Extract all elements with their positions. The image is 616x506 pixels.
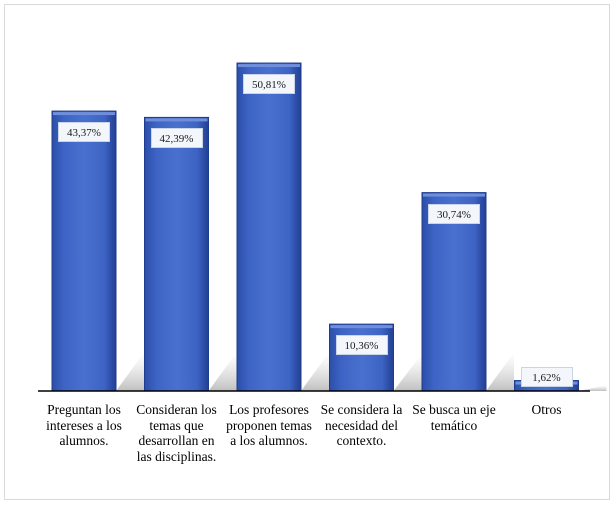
bar-shadow: [486, 352, 514, 391]
bar-shadow: [578, 385, 607, 391]
bar-shadow: [301, 352, 329, 391]
data-label-3: 50,81%: [243, 74, 295, 95]
bar-shadow: [208, 352, 237, 391]
bar-top-bevel: [330, 325, 393, 329]
data-label-5: 30,74%: [428, 203, 480, 224]
bar-5: [421, 192, 487, 392]
data-label-6: 1,62%: [520, 366, 573, 387]
bar-top-bevel: [238, 64, 300, 68]
bar-3: [236, 62, 302, 392]
category-label-6: Otros: [531, 402, 562, 417]
bar-shadow: [393, 354, 422, 391]
data-label-2: 42,39%: [150, 128, 203, 149]
category-label-5: Se busca un eje temático: [412, 402, 496, 433]
category-label-2: Consideran los temas que desarrollan en …: [136, 402, 217, 464]
bar-shadow: [116, 352, 144, 391]
category-label-3: Los profesores proponen temas a los alum…: [226, 402, 312, 448]
category-label-1: Preguntan los intereses a los alumnos.: [46, 402, 122, 448]
bar-2: [144, 116, 209, 392]
bar-top-bevel: [145, 118, 208, 122]
bar-top-bevel: [423, 193, 485, 197]
data-label-4: 10,36%: [335, 335, 388, 356]
bar-1: [51, 110, 117, 392]
data-label-1: 43,37%: [58, 122, 110, 143]
bar-top-bevel: [53, 112, 115, 116]
category-label-4: Se considera la necesidad del contexto.: [320, 402, 403, 448]
